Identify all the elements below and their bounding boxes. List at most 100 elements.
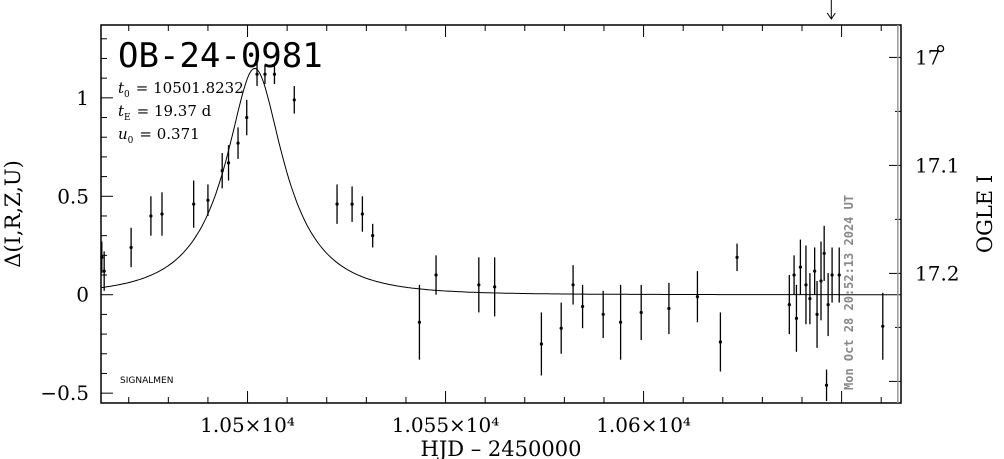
data-point (837, 247, 841, 303)
point-marker (881, 324, 885, 328)
point-marker (192, 202, 196, 206)
data-point (619, 284, 623, 360)
y-tick-label: 0 (76, 283, 89, 307)
point-marker (236, 141, 240, 145)
data-point (794, 284, 799, 352)
point-marker (434, 273, 438, 277)
point-marker (830, 273, 834, 277)
point-marker (371, 234, 375, 238)
x-tick-label: 1.05×10⁴ (200, 413, 295, 437)
data-point (220, 152, 224, 189)
point-marker (226, 161, 231, 165)
point-marker (149, 214, 153, 218)
arrow-head (826, 12, 836, 20)
point-marker (263, 72, 267, 76)
plot-frame (100, 24, 902, 404)
data-point (787, 275, 791, 335)
data-point (236, 127, 240, 159)
point-marker (826, 302, 830, 307)
data-point (539, 312, 543, 376)
model-curve (100, 67, 901, 296)
point-marker (129, 245, 133, 250)
point-marker (718, 340, 723, 344)
point-marker (808, 297, 812, 301)
point-marker (837, 273, 841, 277)
right-y-tick-label: 17 (915, 45, 940, 69)
down-arrow-icon (826, 0, 836, 20)
point-marker (206, 198, 210, 202)
point-marker (493, 285, 497, 289)
data-point (100, 241, 104, 274)
data-point (434, 255, 438, 295)
data-point (813, 247, 817, 295)
data-point (149, 196, 153, 236)
param-tE: tE = 19.37 d (118, 102, 212, 123)
point-marker (580, 304, 585, 309)
data-point (335, 184, 339, 224)
x-axis-label: HJD – 2450000 (421, 437, 582, 459)
y-tick-label: 1 (76, 86, 89, 110)
data-point (206, 184, 210, 216)
point-marker (335, 202, 339, 206)
data-point (808, 273, 812, 325)
data-point (226, 145, 231, 181)
data-point (815, 280, 819, 348)
param-u0: u0 = 0.371 (118, 125, 200, 146)
point-marker (559, 326, 563, 330)
point-marker (824, 383, 829, 387)
data-point (792, 255, 796, 295)
data-point (129, 227, 133, 268)
right-y-tick-label: 17.2 (915, 261, 960, 285)
point-marker (100, 255, 104, 259)
data-point (263, 64, 267, 85)
point-marker (360, 212, 364, 216)
right-y-tick-label: 17.1 (915, 153, 960, 177)
y-tick-label: 0.5 (57, 184, 89, 208)
point-marker (220, 169, 224, 173)
point-marker (272, 72, 277, 76)
point-marker (813, 269, 817, 273)
point-marker (815, 312, 819, 317)
point-marker (819, 279, 823, 283)
data-point (160, 192, 164, 236)
x-tick-label: 1.06×10⁴ (596, 413, 691, 437)
data-point (830, 247, 834, 303)
data-point (292, 86, 296, 114)
y-tick-label: −0.5 (40, 381, 89, 405)
model-parameters: t0 = 10501.8232 tE = 19.37 d u0 = 0.371 (118, 79, 244, 146)
data-point (245, 99, 249, 136)
data-point (417, 284, 422, 360)
point-marker (822, 251, 826, 255)
data-point (102, 251, 106, 291)
data-point (667, 282, 671, 335)
point-marker (539, 342, 543, 346)
point-marker (245, 115, 249, 120)
axis-ticks (101, 25, 901, 403)
data-point (798, 239, 803, 295)
data-point (580, 284, 585, 329)
point-marker (787, 302, 791, 307)
data-point (822, 225, 826, 281)
axis-tick-labels: 1.05×10⁴ 1.055×10⁴ 1.06×10⁴ 1 0.5 0 −0.5 17 17.1… (40, 45, 959, 437)
timestamp-label: Mon Oct 28 20:52:13 2024 UT (842, 195, 856, 390)
data-point (192, 180, 196, 228)
point-marker (667, 306, 671, 311)
x-tick-label: 1.055×10⁴ (392, 413, 499, 437)
data-point (695, 271, 700, 323)
data-point (371, 223, 375, 248)
signalmen-label: SIGNALMEN (120, 376, 173, 386)
point-marker (571, 283, 575, 287)
point-marker (102, 269, 106, 273)
data-point (559, 302, 563, 354)
data-point (824, 369, 829, 402)
point-marker (735, 255, 739, 259)
data-point (735, 243, 739, 272)
data-point (804, 245, 808, 325)
param-t0: t0 = 10501.8232 (118, 79, 244, 100)
right-y-axis-label: OGLE I (973, 175, 997, 253)
data-point (819, 241, 823, 321)
data-point (350, 186, 354, 222)
point-marker (477, 283, 481, 287)
data-point (255, 62, 259, 87)
